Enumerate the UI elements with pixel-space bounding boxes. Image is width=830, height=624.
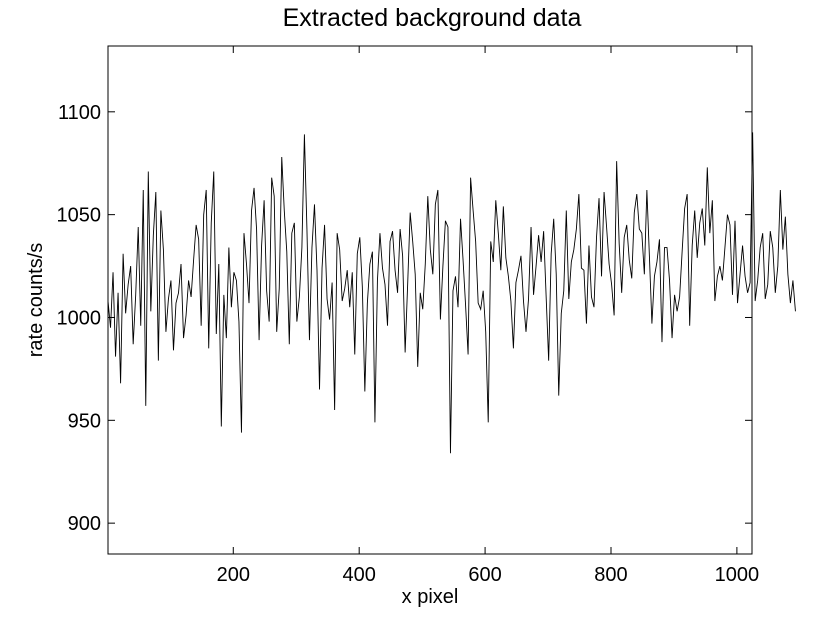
- chart-title: Extracted background data: [283, 4, 582, 32]
- y-tick-label: 1100: [58, 102, 101, 124]
- series-line-0: [107, 132, 796, 454]
- y-tick-label: 900: [68, 513, 101, 535]
- x-tick-label: 200: [217, 564, 250, 586]
- x-tick-label: 1000: [715, 564, 760, 586]
- x-axis-label: x pixel: [402, 586, 459, 608]
- y-tick-label: 1000: [57, 307, 102, 329]
- tick-layer: 200 400 600 800 1000 900 950 1000 1050 1100: [57, 46, 760, 586]
- x-tick-label: 600: [468, 564, 501, 586]
- x-tick-label: 800: [594, 564, 627, 586]
- y-tick-label: 1050: [57, 205, 102, 227]
- x-tick-label: 400: [342, 564, 375, 586]
- y-axis-label: rate counts/s: [25, 243, 47, 358]
- y-tick-label: 950: [68, 410, 101, 432]
- series-layer: [107, 132, 796, 454]
- plot-frame: [107, 45, 753, 555]
